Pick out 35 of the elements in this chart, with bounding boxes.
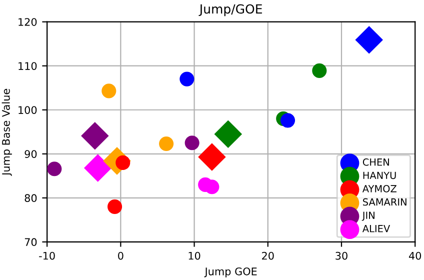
legend-label: ALIEV xyxy=(362,225,390,232)
legend-label: JIN xyxy=(362,212,374,221)
y-tick-label: 110 xyxy=(18,62,37,70)
y-tick-label: 100 xyxy=(18,106,37,114)
point xyxy=(355,26,383,54)
point xyxy=(84,154,112,182)
point xyxy=(198,143,226,171)
y-tick-label: 90 xyxy=(24,150,37,158)
point xyxy=(81,122,109,150)
point xyxy=(102,84,116,98)
x-tick-label: 0 xyxy=(118,252,124,260)
y-tick-label: 120 xyxy=(18,18,37,26)
point xyxy=(108,199,122,214)
x-tick-label: 10 xyxy=(188,252,200,260)
chart-title: Jump/GOE xyxy=(198,4,262,16)
x-axis-title: Jump GOE xyxy=(204,267,257,278)
y-tick-label: 70 xyxy=(24,238,37,246)
x-tick-label: 40 xyxy=(408,252,422,260)
legend-label: HANYU xyxy=(363,172,396,180)
point xyxy=(47,162,62,176)
point xyxy=(214,120,242,148)
x-tick-label: 30 xyxy=(336,252,348,260)
point xyxy=(184,136,200,150)
legend-label: CHEN xyxy=(362,158,389,166)
point xyxy=(204,180,220,194)
legend-label: AYMOZ xyxy=(362,185,396,192)
point xyxy=(280,113,296,128)
legend-label: SAMARIN xyxy=(363,198,406,206)
x-tick-label: 20 xyxy=(262,252,274,260)
point xyxy=(159,136,174,152)
point xyxy=(180,72,194,86)
y-tick-label: 80 xyxy=(24,194,37,202)
x-tick-label: -10 xyxy=(39,252,55,260)
point xyxy=(312,63,327,78)
y-axis-title: Jump Base Value xyxy=(2,88,12,176)
